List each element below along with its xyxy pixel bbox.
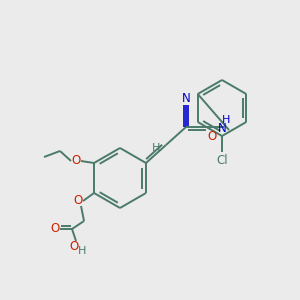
Text: O: O — [207, 130, 217, 142]
Text: O: O — [74, 194, 82, 208]
Text: H: H — [222, 115, 230, 125]
Text: O: O — [50, 223, 60, 236]
Text: H: H — [152, 143, 160, 153]
Text: N: N — [182, 92, 190, 104]
Text: O: O — [69, 241, 79, 254]
Text: Cl: Cl — [216, 154, 228, 166]
Text: N: N — [218, 122, 226, 134]
Text: O: O — [71, 154, 81, 167]
Text: H: H — [78, 246, 86, 256]
